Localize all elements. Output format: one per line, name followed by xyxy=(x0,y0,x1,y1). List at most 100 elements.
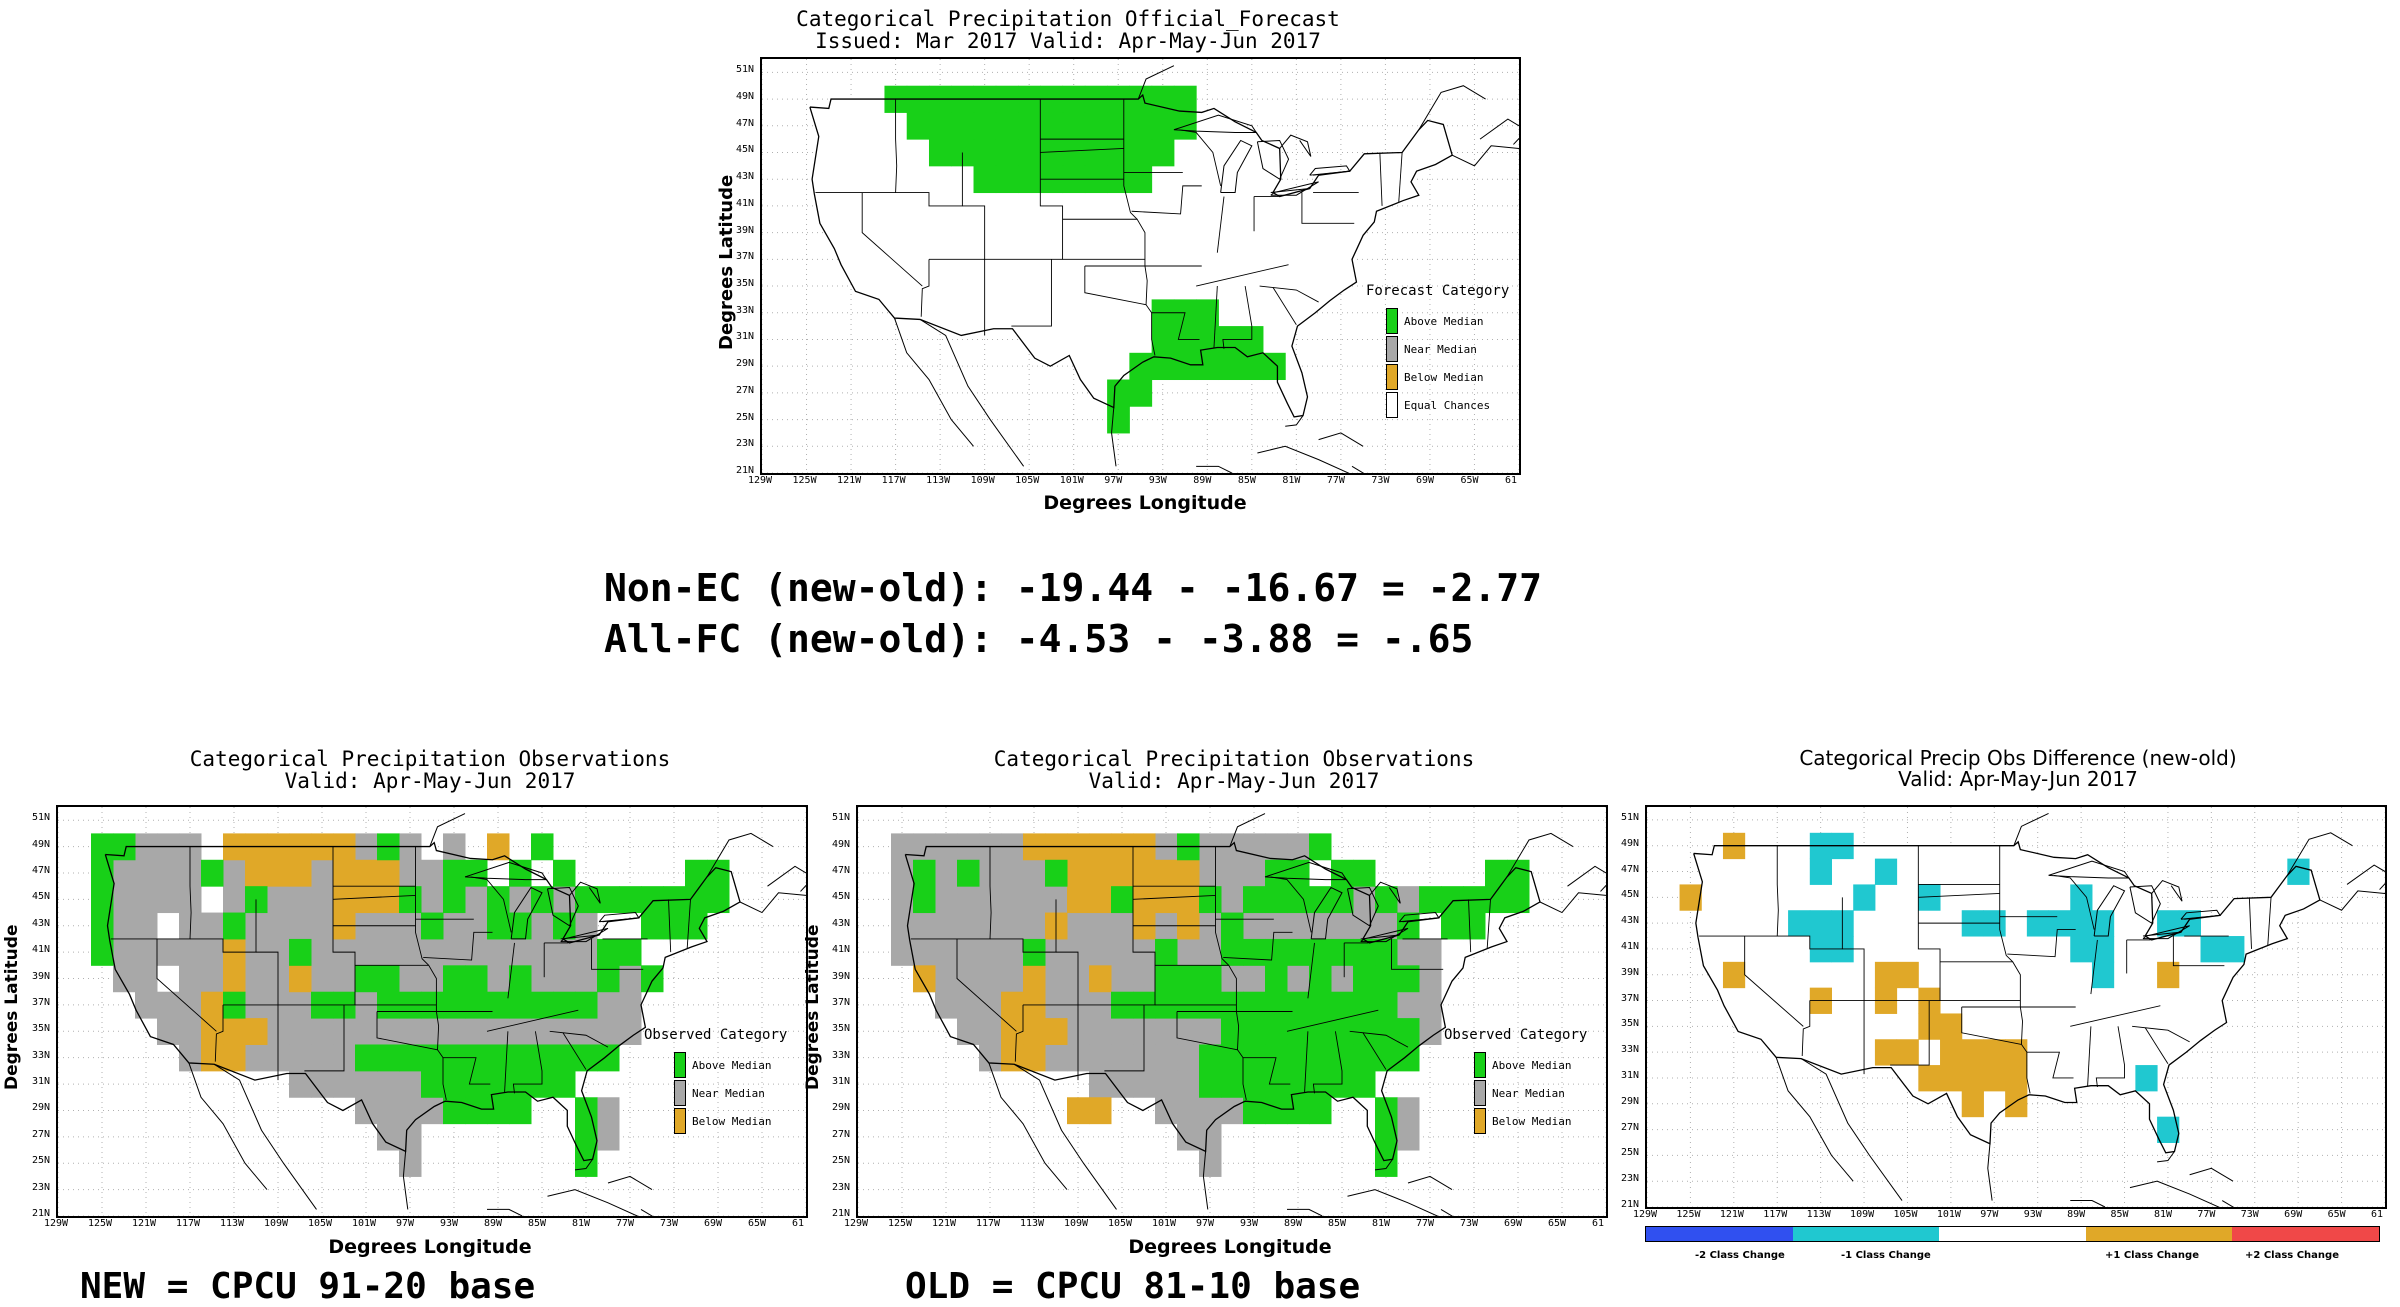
lat-tick-label: 21N xyxy=(32,1208,51,1219)
grid-cell-above xyxy=(443,965,466,993)
grid-cell-above xyxy=(1375,886,1398,914)
grid-cell-above xyxy=(1018,139,1041,167)
grid-cell-near xyxy=(311,912,334,940)
coastline xyxy=(213,1063,317,1210)
grid-cell-near xyxy=(377,938,400,966)
obs-old-title-line2: Valid: Apr-May-Jun 2017 xyxy=(1088,769,1380,794)
grid-cell-near xyxy=(1331,965,1354,993)
grid-cell-above xyxy=(421,1044,444,1072)
grid-cell-near xyxy=(1265,912,1288,940)
grid-cell-near xyxy=(553,965,576,993)
coastline xyxy=(1229,813,1266,847)
grid-cell-above xyxy=(995,112,1019,140)
coastline xyxy=(1987,1143,1993,1201)
grid-cell-above xyxy=(487,1044,510,1072)
lat-tick-label: 29N xyxy=(1621,1095,1640,1107)
grid-cell-near xyxy=(1001,886,1024,914)
state-boundary xyxy=(1213,286,1218,348)
grid-cell-minus1 xyxy=(2091,961,2115,989)
grid-cell-above xyxy=(487,1097,510,1125)
colorbar-label-m2: -2 Class Change xyxy=(1695,1250,1785,1261)
grid-cell-near xyxy=(935,886,958,914)
lon-tick-label: 97W xyxy=(396,1218,415,1229)
grid-cell-near xyxy=(465,938,488,966)
lat-tick-label: 39N xyxy=(736,224,755,236)
state-boundary xyxy=(1699,845,1779,937)
grid-cell-above xyxy=(1155,965,1178,993)
grid-cell-plus1 xyxy=(2005,1065,2028,1092)
grid-cell-near xyxy=(891,912,914,940)
obs-new-legend-title: Observed Category xyxy=(644,1027,788,1043)
legend-label-below: Below Median xyxy=(1404,370,1484,384)
lon-tick-label: 117W xyxy=(176,1218,201,1229)
grid-cell-near xyxy=(1419,991,1442,1019)
grid-cell-near xyxy=(113,938,136,966)
grid-cell-above xyxy=(663,912,686,940)
lon-tick-label: 85W xyxy=(1237,475,1256,486)
grid-cell-near xyxy=(377,1018,400,1045)
grid-cell-near xyxy=(421,938,444,966)
grid-cell-above xyxy=(1287,938,1310,966)
lake-outline xyxy=(2129,885,2161,924)
lon-tick-label: 113W xyxy=(1806,1209,1831,1220)
lat-tick-label: 47N xyxy=(1621,863,1640,875)
lon-tick-label: 97W xyxy=(1104,475,1123,486)
grid-cell-above xyxy=(1221,912,1244,940)
grid-cell-below xyxy=(289,859,312,887)
lon-tick-label: 77W xyxy=(616,1218,635,1229)
grid-cell-near xyxy=(1199,938,1222,966)
grid-cell-near xyxy=(465,912,488,940)
obs-new-legend-above: Above Median xyxy=(674,1051,804,1079)
grid-cell-near xyxy=(311,938,334,966)
grid-cell-plus1 xyxy=(1940,1013,1963,1040)
grid-cell-above xyxy=(421,912,444,940)
lat-tick-label: 27N xyxy=(832,1128,851,1140)
grid-cell-below xyxy=(487,833,510,861)
grid-cell-near xyxy=(1177,1070,1200,1098)
obs-old-ylabel: Degrees Latitude xyxy=(803,924,823,1090)
lat-tick-label: 51N xyxy=(32,812,51,824)
grid-cell-above xyxy=(1151,326,1175,354)
obs-old-legend-below: Below Median xyxy=(1474,1107,1604,1135)
grid-cell-near xyxy=(179,938,202,966)
grid-cell-above xyxy=(465,1097,488,1125)
grid-cell-above xyxy=(1221,1070,1244,1098)
grid-cell-above xyxy=(399,886,422,914)
diff-title: Categorical Precip Obs Difference (new-o… xyxy=(1648,748,2388,790)
diff-colorbar-labels: -2 Class Change -1 Class Change +1 Class… xyxy=(1645,1250,2378,1266)
grid-cell-below xyxy=(289,965,312,993)
grid-cell-above xyxy=(597,886,620,914)
grid-cell-above xyxy=(641,912,664,940)
grid-cell-below xyxy=(1155,859,1178,887)
grid-cell-near xyxy=(1023,912,1046,940)
lat-tick-label: 37N xyxy=(1621,992,1640,1004)
grid-cell-above xyxy=(1129,139,1153,167)
coastline xyxy=(1374,1158,1394,1171)
lat-tick-label: 43N xyxy=(736,171,755,183)
lon-tick-label: 93W xyxy=(1240,1218,1259,1229)
state-boundary xyxy=(861,192,923,287)
lat-tick-label: 23N xyxy=(32,1181,51,1193)
lon-tick-label: 89W xyxy=(484,1218,503,1229)
coastline xyxy=(2286,832,2353,876)
lon-tick-label: 109W xyxy=(1064,1218,1089,1229)
lon-tick-label: 113W xyxy=(1020,1218,1045,1229)
obs-new-legend: Observed Category Above Median Near Medi… xyxy=(644,1027,804,1135)
grid-cell-near xyxy=(1111,938,1134,966)
grid-cell-plus1 xyxy=(1940,1065,1963,1092)
grid-cell-above xyxy=(509,965,532,993)
lat-tick-label: 35N xyxy=(1621,1018,1640,1030)
grid-cell-near xyxy=(935,912,958,940)
grid-cell-above xyxy=(1353,1070,1376,1098)
state-boundary xyxy=(928,258,986,336)
legend-swatch-near xyxy=(1386,336,1398,362)
state-boundary xyxy=(1259,285,1319,303)
grid-cell-above xyxy=(973,165,997,194)
coastline xyxy=(188,1062,268,1190)
legend-item-above: Above Median xyxy=(1386,307,1516,335)
coastline xyxy=(894,317,974,447)
state-boundary xyxy=(1014,1004,1024,1062)
coastline xyxy=(1347,1189,1439,1216)
grid-cell-above xyxy=(575,886,598,914)
lat-tick-label: 35N xyxy=(736,278,755,290)
